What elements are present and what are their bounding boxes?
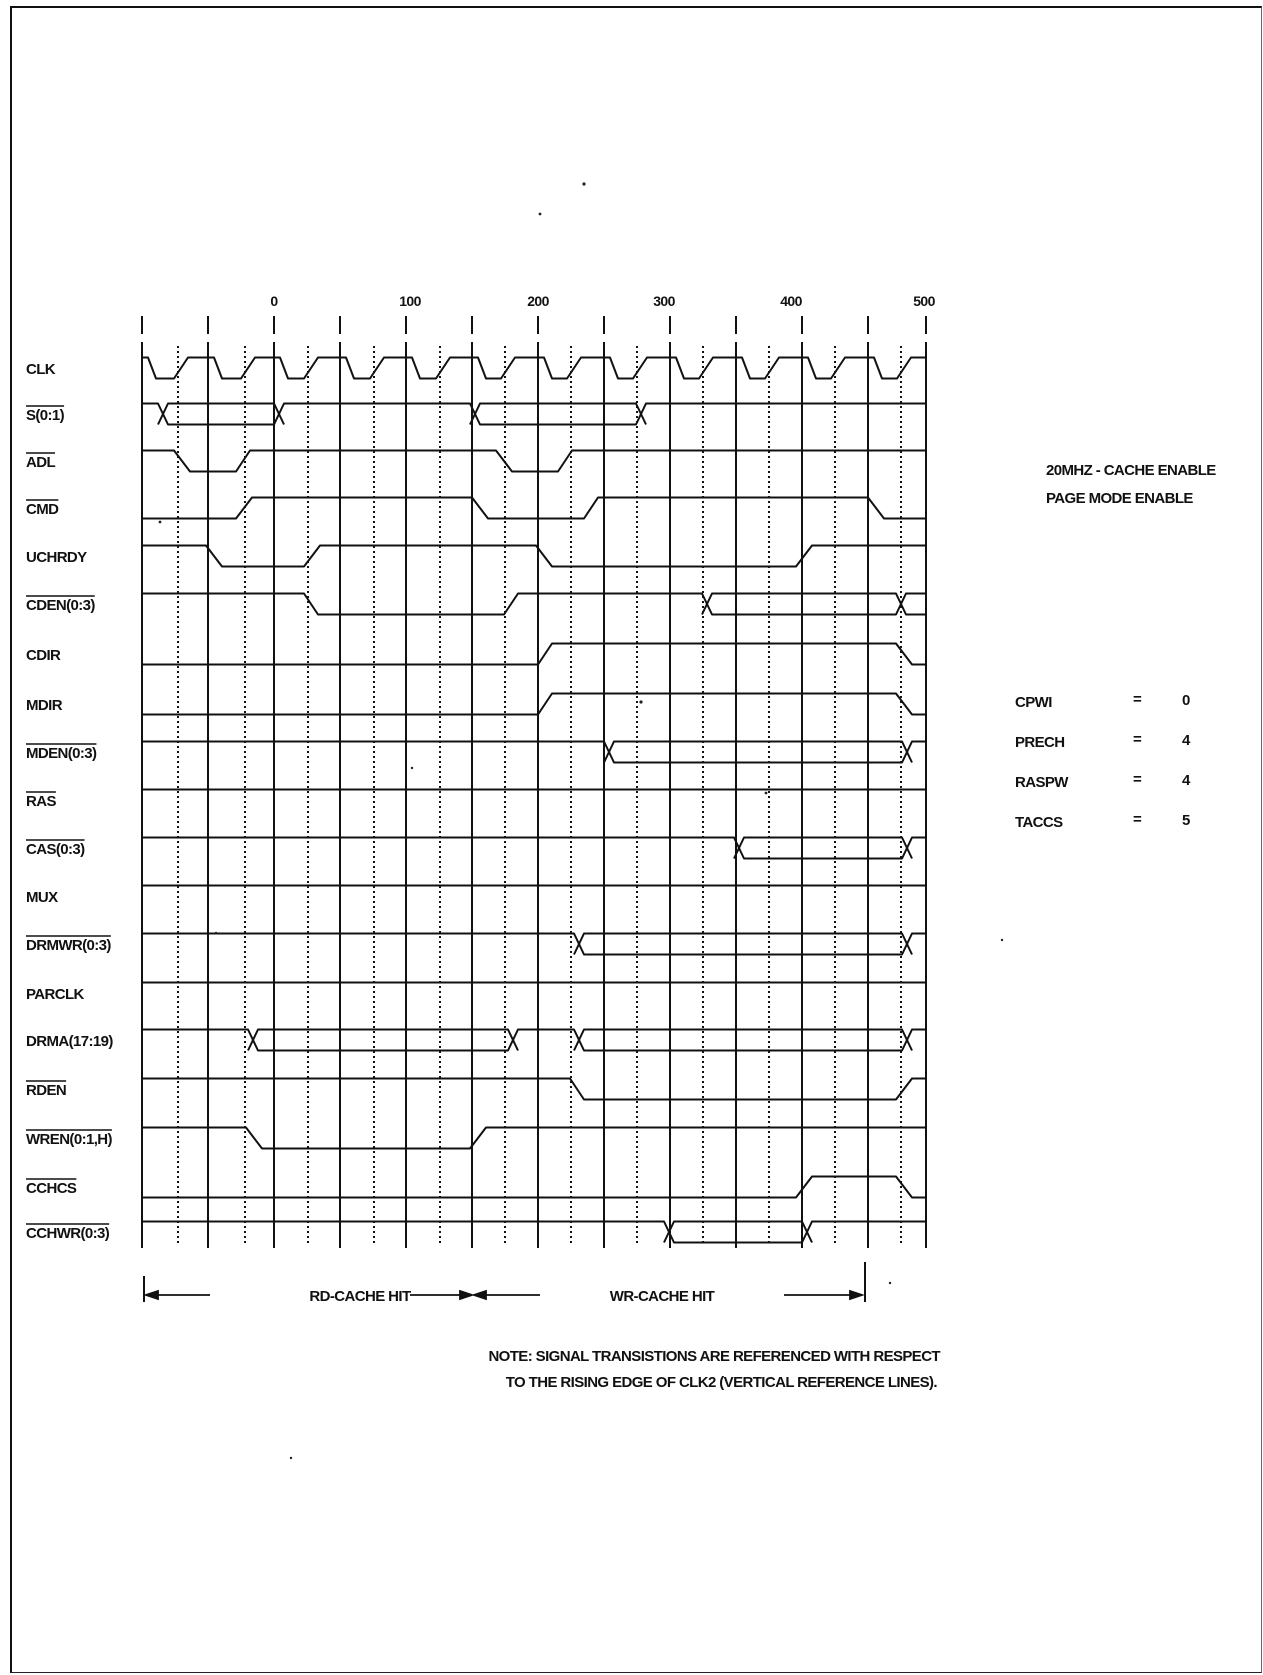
signal-label: DRMWR(0:3) (26, 937, 111, 954)
waveform-clk (142, 356, 926, 380)
time-axis: 0 100 200 300 400 500 (270, 293, 936, 309)
note-block: NOTE: SIGNAL TRANSISTIONS ARE REFERENCED… (488, 1348, 941, 1391)
waveform-adl (142, 449, 926, 473)
waveform-cchcs (142, 1175, 926, 1199)
note-line-2: TO THE RISING EDGE OF CLK2 (VERTICAL REF… (506, 1374, 938, 1391)
waveform-cden (142, 592, 926, 616)
signal-label: WREN(0:1,H) (26, 1131, 113, 1148)
waveform-rden (142, 1077, 926, 1101)
time-tick-label: 100 (399, 293, 421, 309)
param-eq-cpwi: = (1133, 691, 1142, 708)
param-value-prech: 4 (1182, 732, 1191, 749)
param-eq-prech: = (1133, 731, 1142, 748)
waveform-cmd (142, 496, 926, 520)
waveform-drmwr (573, 932, 913, 955)
param-value-raspw: 4 (1182, 772, 1191, 789)
waveform-cas (142, 836, 926, 860)
waveform-wren (142, 1126, 926, 1150)
param-value-cpwi: 0 (1182, 692, 1190, 709)
parameter-table: CPWI = 0 PRECH = 4 RASPW = 4 TACCS = 5 (1015, 691, 1192, 831)
signal-label: RDEN (26, 1082, 66, 1099)
waveform-uchrdy (142, 544, 926, 568)
mode-block: 20MHZ - CACHE ENABLE PAGE MODE ENABLE (1046, 462, 1217, 507)
signal-label: CCHWR(0:3) (26, 1225, 110, 1242)
signal-label: CLK (26, 361, 56, 378)
waveform-cdir (142, 642, 926, 666)
time-tick-label: 200 (527, 293, 549, 309)
time-tick-label: 500 (913, 293, 935, 309)
signal-label: CCHCS (26, 1180, 77, 1197)
param-name-raspw: RASPW (1015, 774, 1069, 791)
signal-label: UCHRDY (26, 549, 87, 566)
time-tick-label: 0 (270, 293, 278, 309)
scan-specks (158, 182, 1004, 1460)
signal-label: CMD (26, 501, 59, 518)
signal-label: PARCLK (26, 986, 85, 1003)
reference-lines (141, 316, 927, 1248)
param-eq-raspw: = (1133, 771, 1142, 788)
signal-label: S(0:1) (26, 407, 65, 424)
waveform-drma (573, 1028, 913, 1051)
param-name-taccs: TACCS (1015, 814, 1063, 831)
phase-label-rd-cache-hit: RD-CACHE HIT (309, 1288, 411, 1305)
param-eq-taccs: = (1133, 811, 1142, 828)
param-name-cpwi: CPWI (1015, 694, 1052, 711)
waveform-s (469, 402, 647, 425)
note-line-1: NOTE: SIGNAL TRANSISTIONS ARE REFERENCED… (488, 1348, 940, 1365)
time-tick-label: 300 (653, 293, 675, 309)
waveform-cchwr (142, 1220, 926, 1244)
waveform-mden (142, 740, 926, 764)
phase-markers: RD-CACHE HIT WR-CACHE HIT (143, 1262, 866, 1305)
param-value-taccs: 5 (1182, 812, 1190, 829)
waveform-cas (733, 836, 913, 859)
waveform-s (157, 402, 285, 425)
waveform-s (142, 402, 926, 426)
waveform-drma (247, 1028, 519, 1051)
signal-label: ADL (26, 454, 55, 471)
time-tick-label: 400 (780, 293, 802, 309)
waveform-drma (142, 1028, 926, 1052)
signal-labels: CLK S(0:1) ADL CMD UCHRDY CDEN(0:3) CDIR MDIR MD… (26, 361, 114, 1242)
signal-label: CDIR (26, 647, 61, 664)
signal-label: RAS (26, 793, 56, 810)
waveform-drmwr (142, 932, 926, 956)
signal-label: MUX (26, 889, 58, 906)
signal-label: MDIR (26, 697, 63, 714)
signal-label: DRMA(17:19) (26, 1033, 113, 1050)
signal-label: CDEN(0:3) (26, 597, 95, 614)
mode-line-1: 20MHZ - CACHE ENABLE (1046, 462, 1216, 479)
signal-label: MDEN(0:3) (26, 745, 97, 762)
param-name-prech: PRECH (1015, 734, 1065, 751)
page-frame (10, 6, 1262, 1673)
mode-line-2: PAGE MODE ENABLE (1046, 490, 1193, 507)
signal-waveforms (142, 356, 926, 1244)
phase-label-wr-cache-hit: WR-CACHE HIT (610, 1288, 715, 1305)
waveform-mden (603, 740, 913, 763)
waveform-mdir (142, 692, 926, 716)
waveform-cden-bus (701, 592, 926, 616)
signal-label: CAS(0:3) (26, 841, 85, 858)
waveform-cchwr (663, 1220, 813, 1243)
